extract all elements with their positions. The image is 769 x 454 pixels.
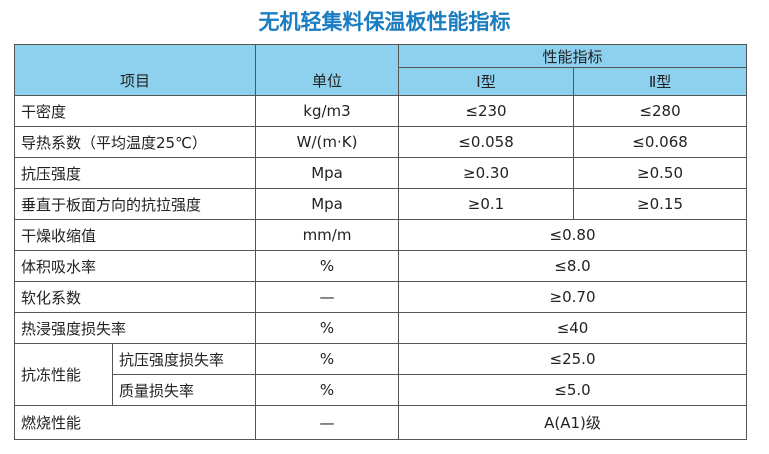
value-cell: ≤0.058 [398, 126, 575, 158]
unit-cell: — [255, 281, 400, 313]
unit-cell: kg/m3 [255, 95, 400, 127]
value-cell: ≤25.0 [398, 343, 748, 375]
unit-cell: Mpa [255, 157, 400, 189]
value-cell: ≤280 [573, 95, 748, 127]
group-cell: 抗冻性能 [14, 343, 113, 406]
value-cell: ≤40 [398, 312, 748, 344]
unit-cell: % [255, 250, 400, 282]
item-cell: 干燥收缩值 [13, 219, 257, 251]
item-cell: 体积吸水率 [13, 250, 257, 282]
table-row: 体积吸水率% ≤8.0 [13, 250, 748, 282]
table-row: 热浸强度损失率% ≤40 [13, 312, 748, 344]
item-cell: 抗压强度 [13, 157, 257, 189]
value-cell: ≤0.068 [573, 126, 748, 158]
table-row: 软化系数 — ≥0.70 [13, 281, 748, 313]
header-indicators: 性能指标 [398, 44, 748, 68]
value-cell: ≥0.1 [398, 188, 575, 220]
item-cell: 导热系数（平均温度25℃） [13, 126, 257, 158]
value-cell: ≥0.15 [573, 188, 748, 220]
item-cell: 热浸强度损失率 [13, 312, 257, 344]
unit-cell: Mpa [255, 188, 400, 220]
item-cell: 抗压强度损失率 [111, 343, 257, 375]
value-cell: A(A1)级 [398, 405, 748, 440]
table: 项目 单位 性能指标 Ⅰ型 Ⅱ型 干密度 kg/m3 ≤230 ≤280 导热系数（平均… [13, 44, 748, 440]
value-cell: ≤8.0 [398, 250, 748, 282]
table-row: 燃烧性能 — A(A1)级 [13, 405, 748, 440]
unit-cell: % [255, 312, 400, 344]
header-type: Ⅰ型 [398, 67, 575, 96]
item-cell: 干密度 [13, 95, 257, 127]
table-body: 干密度 kg/m3 ≤230 ≤280 导热系数（平均温度25℃） W/(m·K) ≤0.0… [13, 95, 748, 440]
value-cell: ≥0.70 [398, 281, 748, 313]
table-row: 干燥收缩值 mm/m ≤0.80 [13, 219, 748, 251]
table-row: 质量损失率% ≤5.0 [15, 374, 748, 406]
table-row: 干密度 kg/m3 ≤230 ≤280 [13, 95, 748, 127]
header-type: Ⅱ型 [573, 67, 748, 96]
item-cell: 燃烧性能 [13, 405, 257, 440]
title: 无机轻集料保温板性能指标 [258, 10, 511, 34]
item-cell: 软化系数 [13, 281, 257, 313]
item-cell: 质量损失率 [111, 374, 257, 406]
value-cell: ≥0.30 [398, 157, 575, 189]
table-row: 垂直于板面方向的抗拉强度 Mpa ≥0.1 ≥0.15 [13, 188, 748, 220]
table-row: 抗冻性能 抗压强度损失率% ≤25.0 [14, 343, 748, 406]
value-cell: ≤0.80 [398, 219, 748, 251]
table-row: 抗压强度 Mpa ≥0.30 ≥0.50 [13, 157, 748, 189]
unit-cell: — [255, 405, 400, 440]
header-item: 项目 [13, 44, 257, 96]
value-cell: ≤230 [398, 95, 575, 127]
unit-cell: % [255, 374, 400, 406]
unit-cell: mm/m [255, 219, 400, 251]
item-cell: 垂直于板面方向的抗拉强度 [13, 188, 257, 220]
unit-cell: % [255, 343, 400, 375]
value-cell: ≥0.50 [573, 157, 748, 189]
value-cell: ≤5.0 [398, 374, 748, 406]
unit-cell: W/(m·K) [255, 126, 400, 158]
header-unit: 单位 [255, 44, 400, 96]
table-row: 导热系数（平均温度25℃） W/(m·K) ≤0.058 ≤0.068 [13, 126, 748, 158]
